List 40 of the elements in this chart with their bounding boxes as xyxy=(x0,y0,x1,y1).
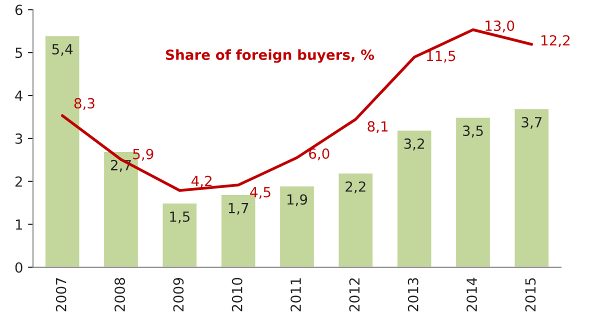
x-tick-label: 2014 xyxy=(466,278,478,312)
y-tick-label: 4 xyxy=(15,90,22,101)
data-label: 12,2 xyxy=(542,35,570,48)
data-label: 8,1 xyxy=(368,121,388,134)
data-label: 1,7 xyxy=(228,203,248,215)
data-label: 2,2 xyxy=(346,181,366,194)
data-label: 1,5 xyxy=(170,212,190,224)
x-tick-label: 2010 xyxy=(232,278,242,312)
bar xyxy=(454,116,492,268)
data-label: 11,5 xyxy=(426,50,456,63)
x-tick-label: 2009 xyxy=(173,278,184,312)
data-label: 5,4 xyxy=(52,44,73,56)
y-tick-label: 1 xyxy=(16,219,22,230)
x-tick-label: 2015 xyxy=(525,278,536,312)
y-tick-label: 6 xyxy=(15,4,22,16)
bar xyxy=(161,202,198,268)
x-tick-label: 2012 xyxy=(349,278,360,312)
data-label: 6,0 xyxy=(309,148,330,160)
y-tick-label: 3 xyxy=(16,133,22,144)
y-tick-label: 5 xyxy=(16,48,22,58)
data-label: 4,2 xyxy=(191,176,212,188)
x-tick-label: 2013 xyxy=(408,278,418,312)
y-tick-label: 0 xyxy=(15,262,22,273)
bar xyxy=(337,172,374,268)
bar xyxy=(396,129,433,268)
bar xyxy=(513,108,550,268)
series-label: Share of foreign buyers, % xyxy=(166,49,374,63)
data-label: 3,7 xyxy=(522,116,542,129)
bar xyxy=(278,184,316,268)
x-tick-label: 2008 xyxy=(114,278,126,312)
x-tick-label: 2007 xyxy=(56,278,66,312)
data-label: 8,3 xyxy=(74,98,94,110)
data-label: 13,0 xyxy=(486,20,514,32)
data-label: 1,9 xyxy=(287,194,308,206)
data-label: 3,2 xyxy=(404,138,424,150)
y-tick-label: 2 xyxy=(15,176,22,187)
data-label: 5,9 xyxy=(133,148,154,161)
data-label: 4,5 xyxy=(250,187,270,199)
x-tick-label: 2011 xyxy=(290,278,302,312)
data-label: 3,5 xyxy=(463,126,483,138)
